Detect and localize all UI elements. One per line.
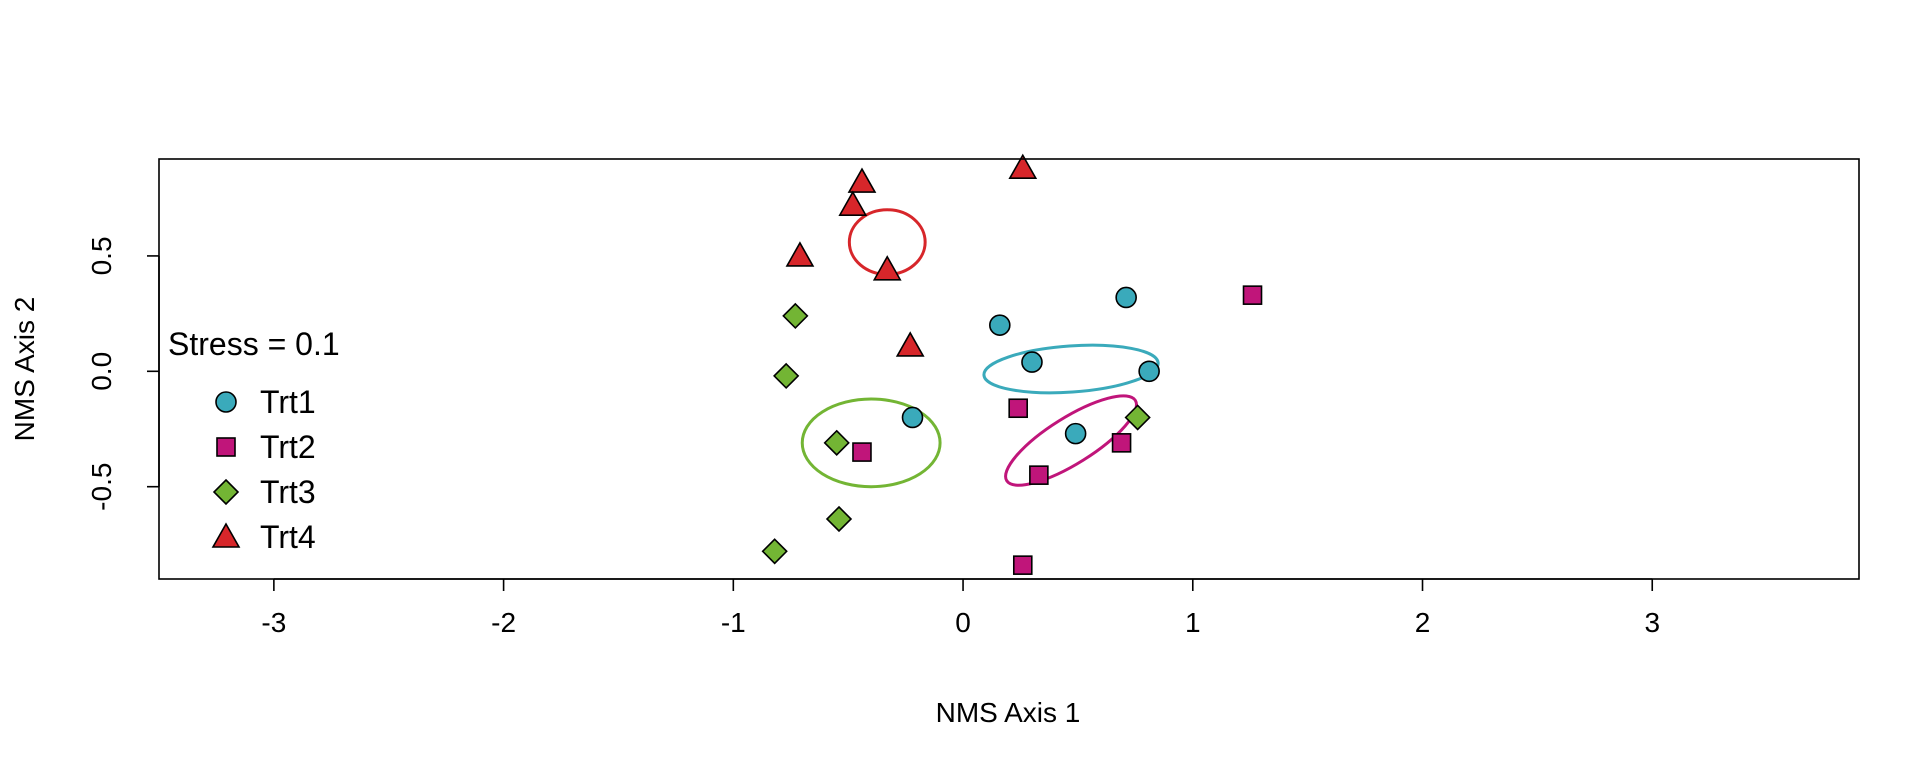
point-trt3-4 (1124, 404, 1151, 431)
point-trt1-4 (1138, 360, 1160, 383)
point-trt2-6 (1012, 555, 1033, 575)
x-axis-label: NMS Axis 1 (936, 697, 1081, 728)
point-trt3-2 (773, 362, 800, 390)
point-trt3-3 (823, 429, 850, 456)
ellipse-trt1 (982, 343, 1160, 395)
legend-marker-trt3 (212, 478, 240, 506)
point-trt3-1 (782, 302, 809, 330)
x-tick-label: -2 (491, 607, 516, 638)
point-trt4-1 (1008, 153, 1038, 180)
legend-marker-trt1 (215, 391, 237, 413)
x-tick-label: -3 (261, 607, 286, 638)
x-tick-label: 2 (1415, 607, 1431, 638)
x-tick-label: 0 (955, 607, 971, 638)
legend-label-trt1: Trt1 (260, 384, 316, 420)
y-tick-label: 0.0 (86, 352, 117, 391)
ellipse-trt3 (800, 397, 942, 489)
y-axis-label: NMS Axis 2 (9, 297, 40, 442)
point-trt4-2 (847, 167, 877, 193)
y-axis: -0.5 0.0 0.5 (86, 236, 160, 511)
legend-label-trt2: Trt2 (260, 429, 316, 465)
point-trt1-5 (901, 406, 924, 429)
x-tick-label: 3 (1644, 607, 1660, 638)
legend-label-trt4: Trt4 (260, 519, 316, 555)
point-trt1-3 (1021, 351, 1043, 373)
x-axis: -3 -2 -1 0 1 2 3 (261, 578, 1660, 638)
legend: Stress = 0.1 Trt1 Trt2 Trt3 Trt4 (168, 326, 340, 555)
point-trt4-4 (785, 241, 815, 267)
x-tick-label: 1 (1185, 607, 1201, 638)
y-tick-label: 0.5 (86, 236, 117, 275)
legend-marker-trt4 (211, 522, 241, 548)
point-trt1-2 (1115, 286, 1137, 309)
point-trt2-4 (1111, 433, 1132, 453)
point-trt4-6 (895, 331, 925, 357)
point-trt2-2 (1008, 398, 1028, 419)
point-trt2-1 (1242, 285, 1263, 305)
point-trt2-5 (1029, 465, 1049, 485)
point-trt1-1 (989, 314, 1011, 336)
point-trt1-6 (1064, 422, 1087, 445)
y-tick-label: -0.5 (86, 463, 117, 511)
point-trt3-5 (825, 505, 853, 533)
point-trt4-3 (838, 190, 868, 216)
stress-label: Stress = 0.1 (168, 326, 340, 362)
plot-frame (158, 158, 1860, 580)
x-tick-label: -1 (721, 607, 746, 638)
point-trt4-5 (872, 255, 902, 281)
point-trt2-3 (852, 442, 872, 462)
point-trt3-6 (761, 538, 788, 565)
points-layer (761, 153, 1263, 575)
ellipse-trt2 (1004, 394, 1138, 487)
legend-label-trt3: Trt3 (260, 474, 316, 510)
legend-marker-trt2 (216, 437, 236, 457)
